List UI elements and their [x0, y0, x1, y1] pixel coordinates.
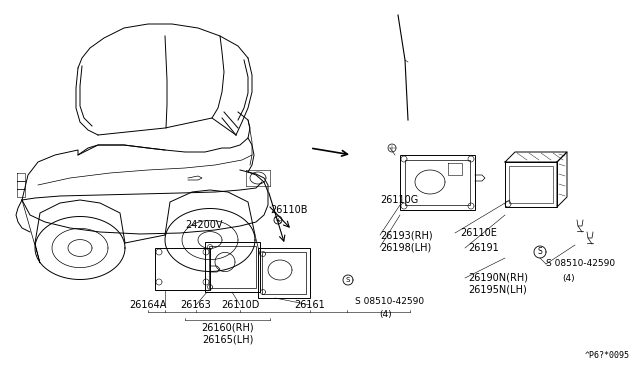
- Text: 26195N(LH): 26195N(LH): [468, 285, 527, 295]
- Text: (4): (4): [380, 311, 392, 320]
- Text: ^P6?*0095: ^P6?*0095: [585, 351, 630, 360]
- Text: 26110E: 26110E: [460, 228, 497, 238]
- Text: S 08510-42590: S 08510-42590: [355, 298, 424, 307]
- Text: 26193(RH): 26193(RH): [380, 230, 433, 240]
- Text: 26198(LH): 26198(LH): [380, 242, 431, 252]
- Text: 24200V: 24200V: [185, 220, 223, 230]
- Bar: [155, 248, 210, 290]
- Text: 26191: 26191: [468, 243, 499, 253]
- Text: (4): (4): [563, 273, 575, 282]
- Bar: [505, 162, 557, 207]
- Bar: [262, 252, 306, 294]
- Text: 26164A: 26164A: [129, 300, 166, 310]
- Text: 26163: 26163: [180, 300, 211, 310]
- Bar: [509, 166, 553, 203]
- Bar: [405, 160, 470, 205]
- Text: S: S: [538, 247, 542, 257]
- Text: S 08510-42590: S 08510-42590: [546, 260, 615, 269]
- Text: 26165(LH): 26165(LH): [202, 335, 253, 345]
- Bar: [209, 246, 256, 288]
- Text: 26110B: 26110B: [270, 205, 307, 215]
- Bar: [400, 155, 475, 210]
- Bar: [258, 248, 310, 298]
- Text: 26160(RH): 26160(RH): [202, 323, 254, 333]
- Text: 26110D: 26110D: [221, 300, 259, 310]
- Bar: [205, 242, 260, 292]
- Text: 26190N(RH): 26190N(RH): [468, 273, 528, 283]
- Text: 26161: 26161: [294, 300, 325, 310]
- Text: S: S: [346, 277, 350, 283]
- Text: 26110G: 26110G: [380, 195, 419, 205]
